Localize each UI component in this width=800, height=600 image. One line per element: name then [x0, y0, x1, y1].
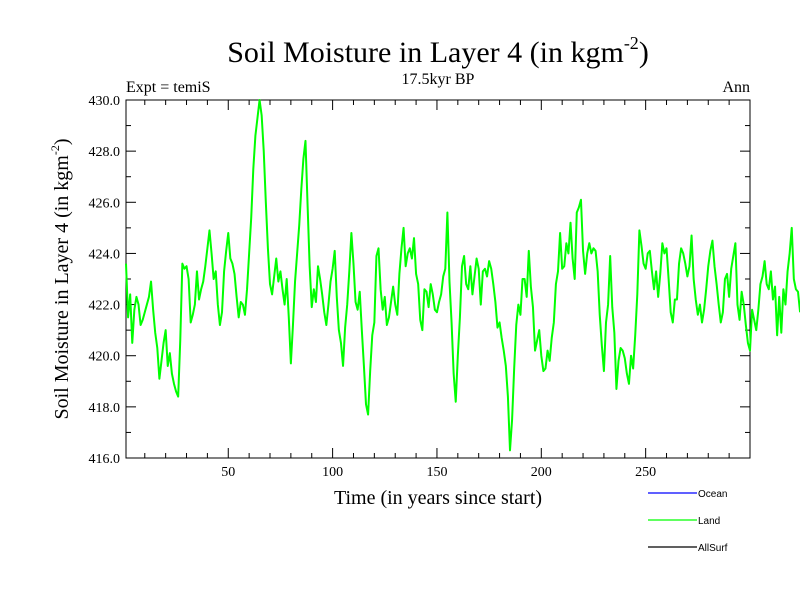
chart-title-superscript: -2	[624, 33, 639, 53]
x-axis-label: Time (in years since start)	[334, 487, 542, 509]
y-tick-label: 420.0	[89, 350, 121, 365]
x-tick-label: 200	[531, 465, 552, 480]
y-axis-label-superscript: -2	[48, 145, 62, 155]
y-axis-label: Soil Moisture in Layer 4 (in kgm-2)	[48, 138, 73, 419]
y-tick-label: 424.0	[89, 247, 121, 262]
x-axis: 50 100 150 200 250	[144, 100, 730, 480]
y-tick-label: 416.0	[89, 452, 121, 467]
y-axis-label-close: )	[51, 138, 73, 145]
series-group	[125, 99, 800, 452]
series-line-land	[125, 99, 800, 452]
plot-area: 416.0 418.0 420.0 422.0 424.0 426.0 428.0 430.0…	[89, 94, 800, 480]
y-tick-label: 428.0	[89, 145, 121, 160]
y-tick-label: 430.0	[89, 94, 121, 109]
x-tick-label: 150	[426, 465, 447, 480]
y-tick-label: 426.0	[89, 196, 121, 211]
y-tick-label: 418.0	[89, 401, 121, 416]
chart-title-close: )	[639, 36, 649, 69]
season-label: Ann	[722, 79, 750, 96]
legend: Ocean Land AllSurf	[648, 489, 728, 554]
y-axis: 416.0 418.0 420.0 422.0 424.0 426.0 428.0 430.0	[89, 94, 750, 467]
experiment-label: Expt = temiS	[126, 79, 211, 96]
legend-label-land: Land	[698, 516, 720, 527]
chart-subtitle: 17.5kyr BP	[402, 71, 475, 88]
legend-label-allsurf: AllSurf	[698, 543, 728, 554]
x-tick-label: 100	[322, 465, 343, 480]
y-tick-label: 422.0	[89, 299, 121, 314]
chart-title: Soil Moisture in Layer 4 (in kgm-2)	[227, 33, 649, 69]
legend-label-ocean: Ocean	[698, 489, 727, 500]
x-tick-label: 50	[221, 465, 235, 480]
x-tick-label: 250	[635, 465, 656, 480]
